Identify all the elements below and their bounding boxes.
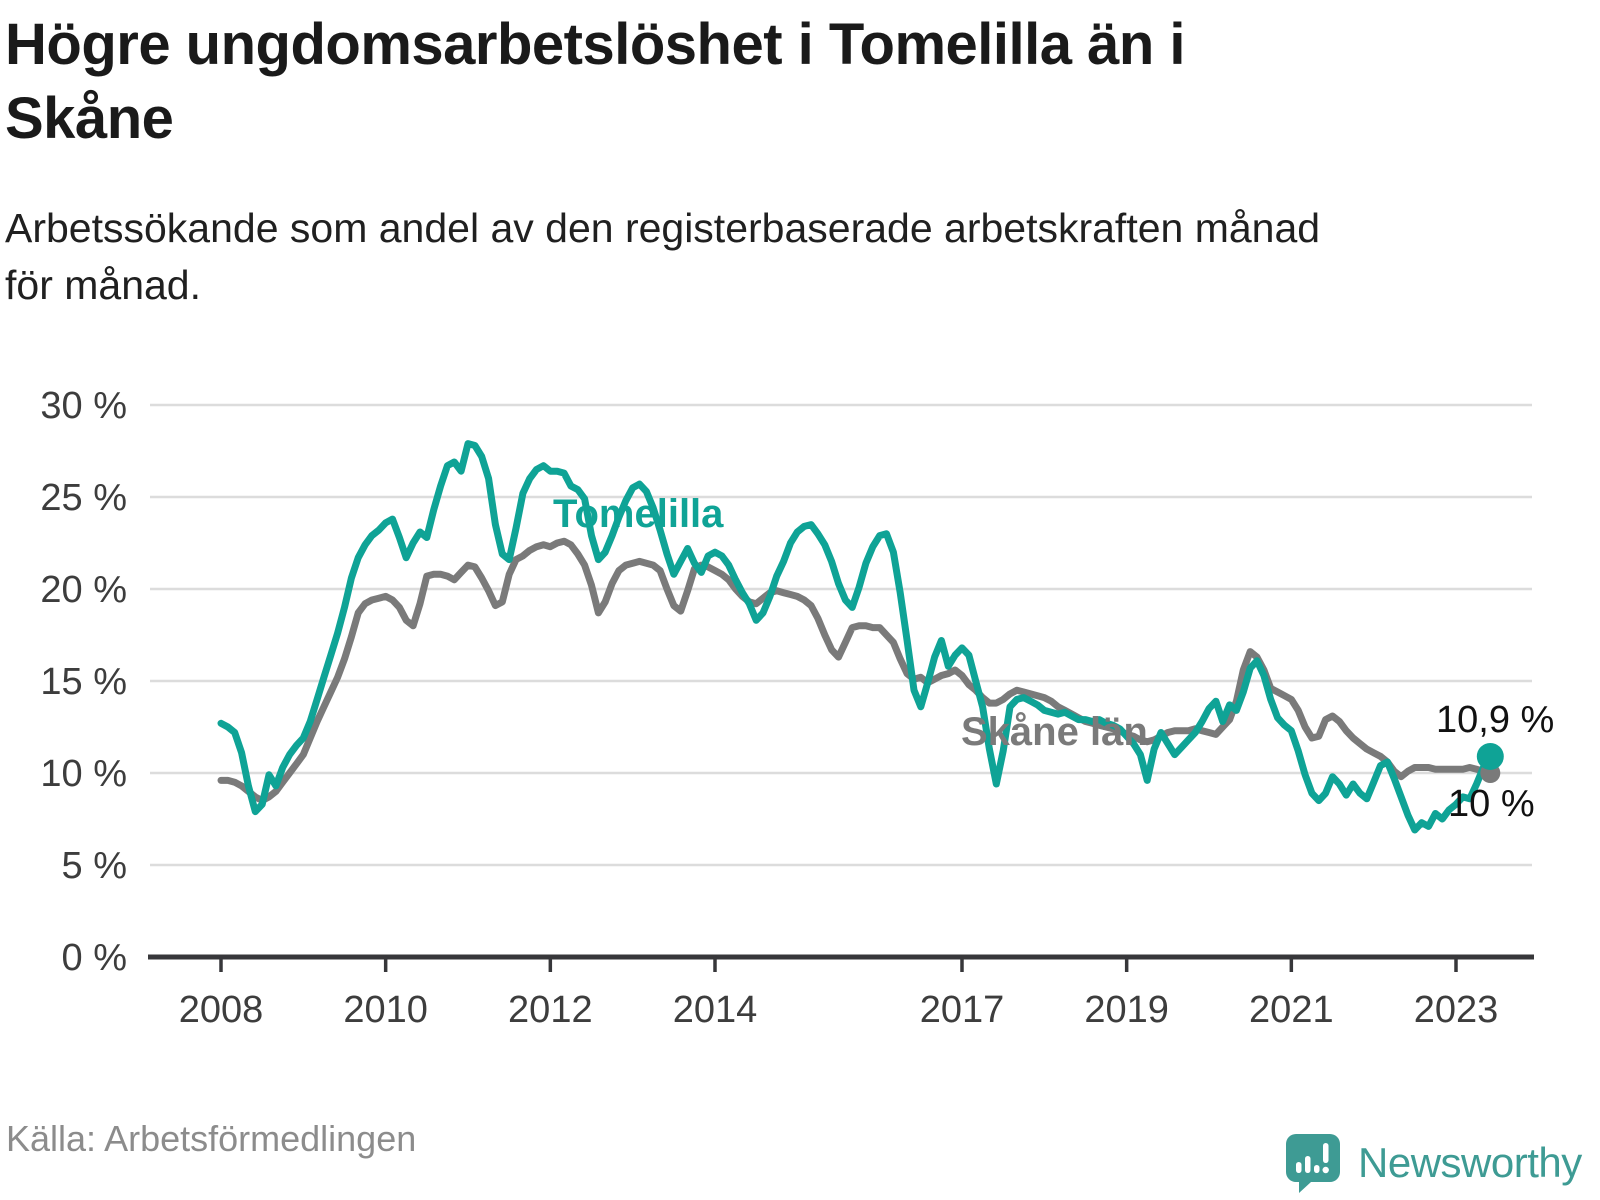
x-tick-label-2019: 2019 bbox=[1084, 989, 1169, 1031]
y-tick-label-0: 0 % bbox=[62, 937, 127, 979]
series-label-skane: Skåne län bbox=[961, 710, 1148, 754]
x-tick-label-2012: 2012 bbox=[508, 989, 593, 1031]
newsworthy-wordmark: Newsworthy bbox=[1358, 1139, 1582, 1186]
page-title-line-2: Skåne bbox=[5, 86, 174, 152]
y-tick-label-10: 10 % bbox=[40, 753, 127, 795]
newsworthy-bubble-icon bbox=[1286, 1134, 1340, 1193]
page-title: Högre ungdomsarbetslöshet i Tomelilla än… bbox=[5, 8, 1565, 156]
series-label-tomelilla: Tomelilla bbox=[553, 492, 724, 536]
chart-subtitle-line-1: Arbetssökande som andel av den registerb… bbox=[5, 205, 1321, 251]
series-line-tomelilla bbox=[217, 440, 1494, 834]
end-dot-tomelilla bbox=[1476, 742, 1504, 770]
x-tick-label-2008: 2008 bbox=[179, 989, 264, 1031]
end-value-tomelilla: 10,9 % bbox=[1436, 699, 1555, 741]
y-tick-label-20: 20 % bbox=[40, 569, 127, 611]
newsworthy-logo: Newsworthy bbox=[1284, 1132, 1582, 1194]
page-title-line-1: Högre ungdomsarbetslöshet i Tomelilla än… bbox=[5, 12, 1186, 77]
x-tick-label-2017: 2017 bbox=[920, 989, 1005, 1031]
y-tick-label-5: 5 % bbox=[62, 845, 127, 887]
x-tick-label-2023: 2023 bbox=[1414, 989, 1499, 1031]
x-tick-label-2014: 2014 bbox=[673, 989, 758, 1031]
source-credit: Källa: Arbetsförmedlingen bbox=[6, 1118, 417, 1159]
y-tick-label-15: 15 % bbox=[40, 661, 127, 703]
chart-subtitle-line-2: för månad. bbox=[5, 261, 201, 308]
x-tick-label-2021: 2021 bbox=[1249, 989, 1334, 1031]
y-tick-label-30: 30 % bbox=[40, 385, 127, 427]
series-line-skane bbox=[217, 537, 1494, 805]
end-value-skane: 10 % bbox=[1448, 783, 1535, 825]
y-tick-label-25: 25 % bbox=[40, 477, 127, 519]
chart-subtitle: Arbetssökande som andel av den registerb… bbox=[5, 200, 1565, 313]
x-tick-label-2010: 2010 bbox=[343, 989, 428, 1031]
